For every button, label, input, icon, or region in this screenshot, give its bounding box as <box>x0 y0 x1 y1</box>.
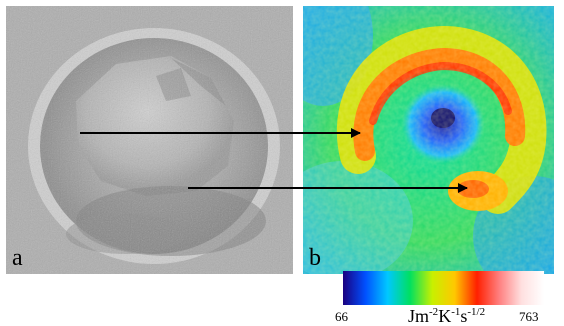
colorbar-min-label: 66 <box>335 309 348 324</box>
thermal-inertia-colorbar <box>343 271 544 305</box>
panel-b-label: b <box>309 245 321 271</box>
crater-visible-image: a <box>6 6 293 274</box>
colorbar-max-label: 763 <box>519 309 539 324</box>
panel-a-label: a <box>12 245 23 271</box>
colorbar-unit-label: Jm-2K-1s-1/2 <box>408 306 486 326</box>
thermal-inertia-map: b <box>303 6 554 274</box>
